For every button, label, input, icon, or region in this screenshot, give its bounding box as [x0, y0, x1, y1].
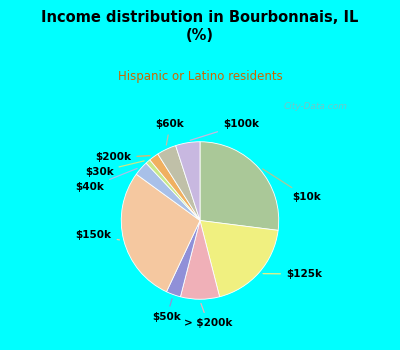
Wedge shape — [136, 163, 200, 220]
Wedge shape — [158, 146, 200, 220]
Wedge shape — [200, 142, 279, 230]
Text: $100k: $100k — [190, 119, 259, 140]
Wedge shape — [176, 142, 200, 220]
Text: > $200k: > $200k — [184, 303, 232, 328]
Text: $30k: $30k — [85, 161, 144, 177]
Wedge shape — [200, 220, 278, 297]
Text: $200k: $200k — [95, 153, 150, 162]
Text: City-Data.com: City-Data.com — [284, 102, 348, 111]
Text: $150k: $150k — [76, 230, 120, 240]
Wedge shape — [150, 154, 200, 220]
Text: Hispanic or Latino residents: Hispanic or Latino residents — [118, 70, 282, 83]
Text: $125k: $125k — [263, 269, 322, 279]
Text: $40k: $40k — [75, 168, 137, 192]
Text: $50k: $50k — [152, 299, 181, 322]
Text: Income distribution in Bourbonnais, IL
(%): Income distribution in Bourbonnais, IL (… — [41, 10, 359, 43]
Wedge shape — [166, 220, 200, 297]
Wedge shape — [121, 174, 200, 292]
Text: $60k: $60k — [156, 119, 184, 145]
Wedge shape — [180, 220, 220, 299]
Wedge shape — [146, 160, 200, 220]
Text: $10k: $10k — [262, 169, 321, 202]
